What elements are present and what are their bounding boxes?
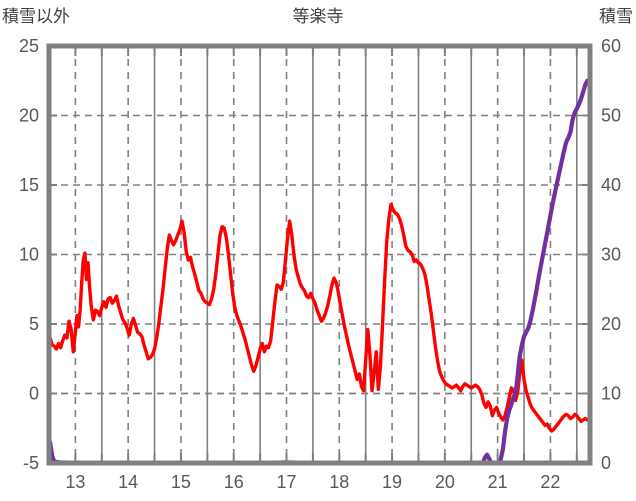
left-axis-title: 積雪以外 [2, 7, 70, 26]
x-tick-label: 15 [171, 472, 191, 492]
y2-tick-label: 0 [601, 453, 611, 473]
y2-tick-label: 20 [601, 314, 621, 334]
series-line-1 [48, 202, 590, 433]
y-tick-label: 15 [19, 175, 39, 195]
gridlines [49, 46, 590, 463]
x-tick-label: 18 [329, 472, 349, 492]
x-tick-label: 22 [540, 472, 560, 492]
y-tick-label: -5 [23, 453, 39, 473]
x-tick-label: 14 [118, 472, 138, 492]
y2-tick-label: 60 [601, 36, 621, 56]
y2-tick-label: 30 [601, 245, 621, 265]
y2-tick-label: 40 [601, 175, 621, 195]
plot-frame [46, 43, 593, 466]
x-tick-label: 21 [488, 472, 508, 492]
x-tick-label: 16 [224, 472, 244, 492]
x-tick-label: 19 [382, 472, 402, 492]
y-tick-label: 25 [19, 36, 39, 56]
y2-tick-label: 10 [601, 384, 621, 404]
data-series-layer [47, 78, 590, 466]
y-tick-label: 10 [19, 245, 39, 265]
axis-tick-labels: -5 0 5 10 15 20 25 0 10 20 30 40 50 60 13 14 15 16 17 18 19 2… [19, 36, 621, 492]
y-tick-label: 0 [29, 384, 39, 404]
y-tick-label: 20 [19, 106, 39, 126]
y2-tick-label: 50 [601, 106, 621, 126]
y-tick-label: 5 [29, 314, 39, 334]
x-tick-label: 20 [435, 472, 455, 492]
x-tick-label: 17 [276, 472, 296, 492]
page-title: 等楽寺 [292, 7, 344, 26]
right-axis-title: 積雪 [599, 7, 633, 26]
x-tick-label: 13 [65, 472, 85, 492]
